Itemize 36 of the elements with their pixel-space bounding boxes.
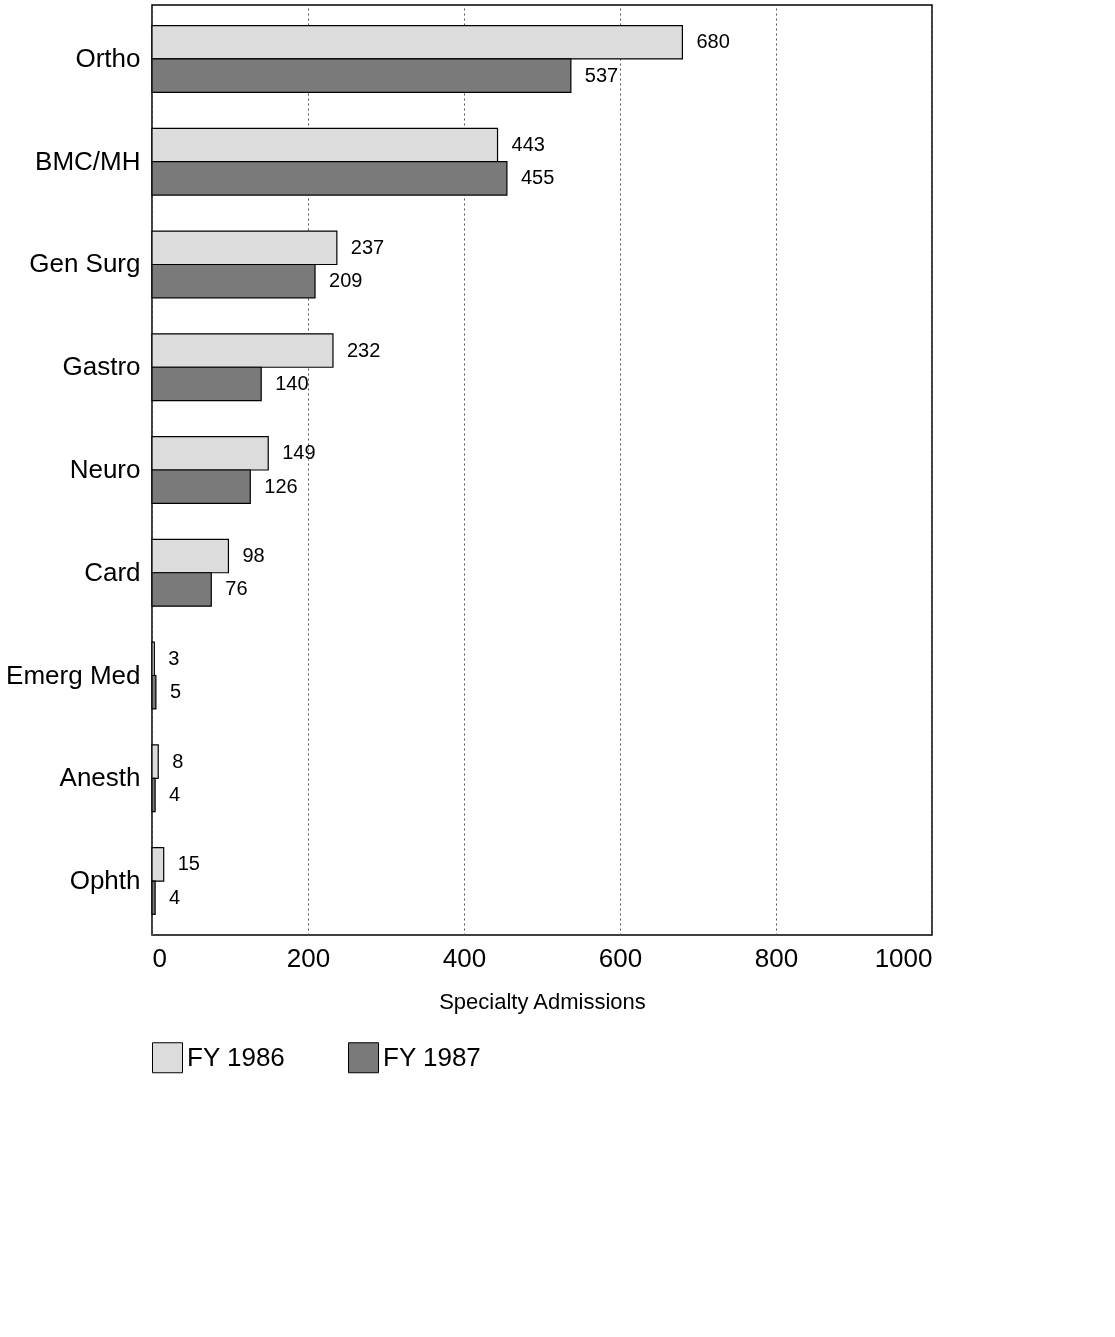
y-tick-label: Ortho xyxy=(75,42,141,73)
data-label: 4 xyxy=(169,885,181,908)
x-tick-label: 0 xyxy=(152,942,167,973)
data-label: 5 xyxy=(169,680,182,703)
x-tick-label: 800 xyxy=(754,942,799,973)
data-label: 4 xyxy=(169,782,181,805)
data-label: 8 xyxy=(172,749,184,772)
legend-label: FY 1986 xyxy=(187,1041,285,1072)
data-label: 232 xyxy=(346,338,381,361)
data-label: 98 xyxy=(242,544,265,567)
data-label: 443 xyxy=(511,133,545,156)
data-label: 149 xyxy=(282,441,316,464)
x-axis-title: Specialty Admissions xyxy=(439,988,646,1014)
y-tick-label: Ophth xyxy=(69,865,141,896)
data-label: 237 xyxy=(350,235,385,258)
y-tick-label: BMC/MH xyxy=(35,145,141,176)
x-tick-label: 200 xyxy=(286,942,331,973)
y-tick-label: Emerg Med xyxy=(6,659,141,690)
data-label: 537 xyxy=(584,63,619,86)
x-tick-label: 400 xyxy=(442,942,487,973)
data-label: 126 xyxy=(264,474,298,497)
y-tick-label: Anesth xyxy=(59,762,141,793)
legend-label: FY 1987 xyxy=(383,1041,481,1072)
data-label: 209 xyxy=(329,269,363,292)
data-label: 455 xyxy=(520,166,555,189)
x-tick-label: 1000 xyxy=(874,942,933,973)
y-tick-label: Neuro xyxy=(69,454,141,484)
x-tick-label: 600 xyxy=(598,942,643,973)
data-label: 15 xyxy=(177,852,200,875)
data-label: 3 xyxy=(168,646,180,669)
data-label: 76 xyxy=(225,577,248,600)
y-tick-label: Gen Surg xyxy=(29,248,141,279)
data-label: 680 xyxy=(696,30,730,53)
y-tick-label: Gastro xyxy=(62,351,141,382)
y-tick-label: Card xyxy=(84,556,141,587)
data-label: 140 xyxy=(275,371,309,394)
